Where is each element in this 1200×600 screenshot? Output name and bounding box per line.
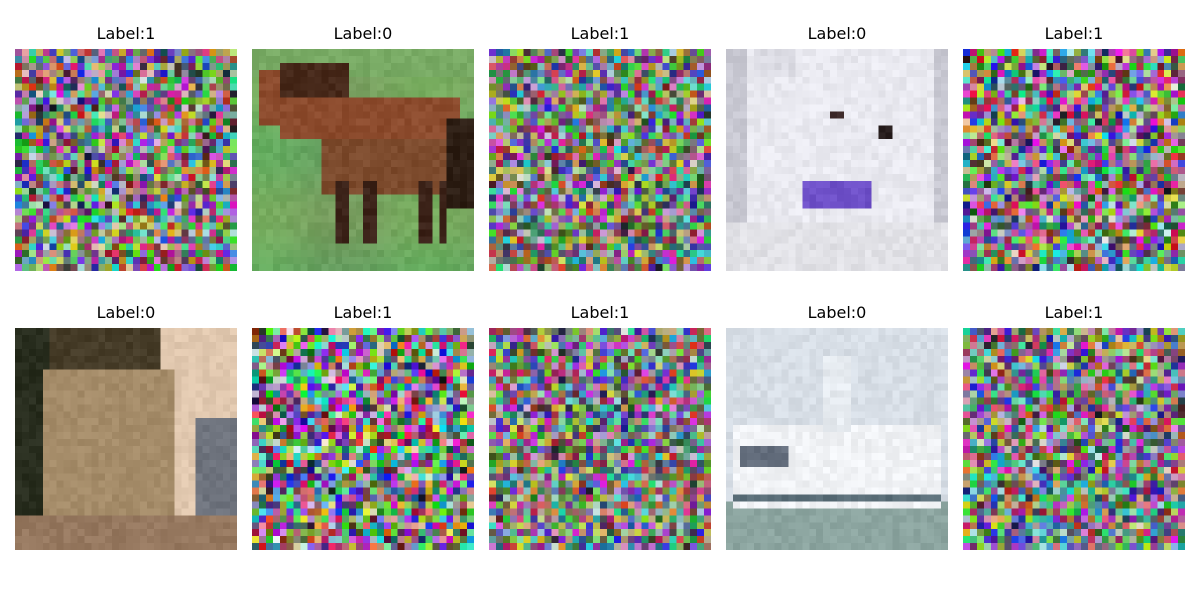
panel-title: Label:1 (96, 24, 156, 43)
panel-image (963, 49, 1185, 271)
panel-image (15, 49, 237, 271)
panel-image (963, 328, 1185, 550)
panel-image (726, 328, 948, 550)
panel-title: Label:0 (807, 303, 867, 322)
panel-image (252, 328, 474, 550)
panel-image (726, 49, 948, 271)
panel-image (489, 49, 711, 271)
panel-title: Label:1 (570, 24, 630, 43)
panel-title: Label:0 (333, 24, 393, 43)
panel-title: Label:1 (570, 303, 630, 322)
panel-title: Label:1 (1044, 303, 1104, 322)
panel-image (252, 49, 474, 271)
panel-title: Label:1 (1044, 24, 1104, 43)
panel-title: Label:0 (96, 303, 156, 322)
panel-title: Label:0 (807, 24, 867, 43)
panel-title: Label:1 (333, 303, 393, 322)
panel-image (489, 328, 711, 550)
panel-image (15, 328, 237, 550)
